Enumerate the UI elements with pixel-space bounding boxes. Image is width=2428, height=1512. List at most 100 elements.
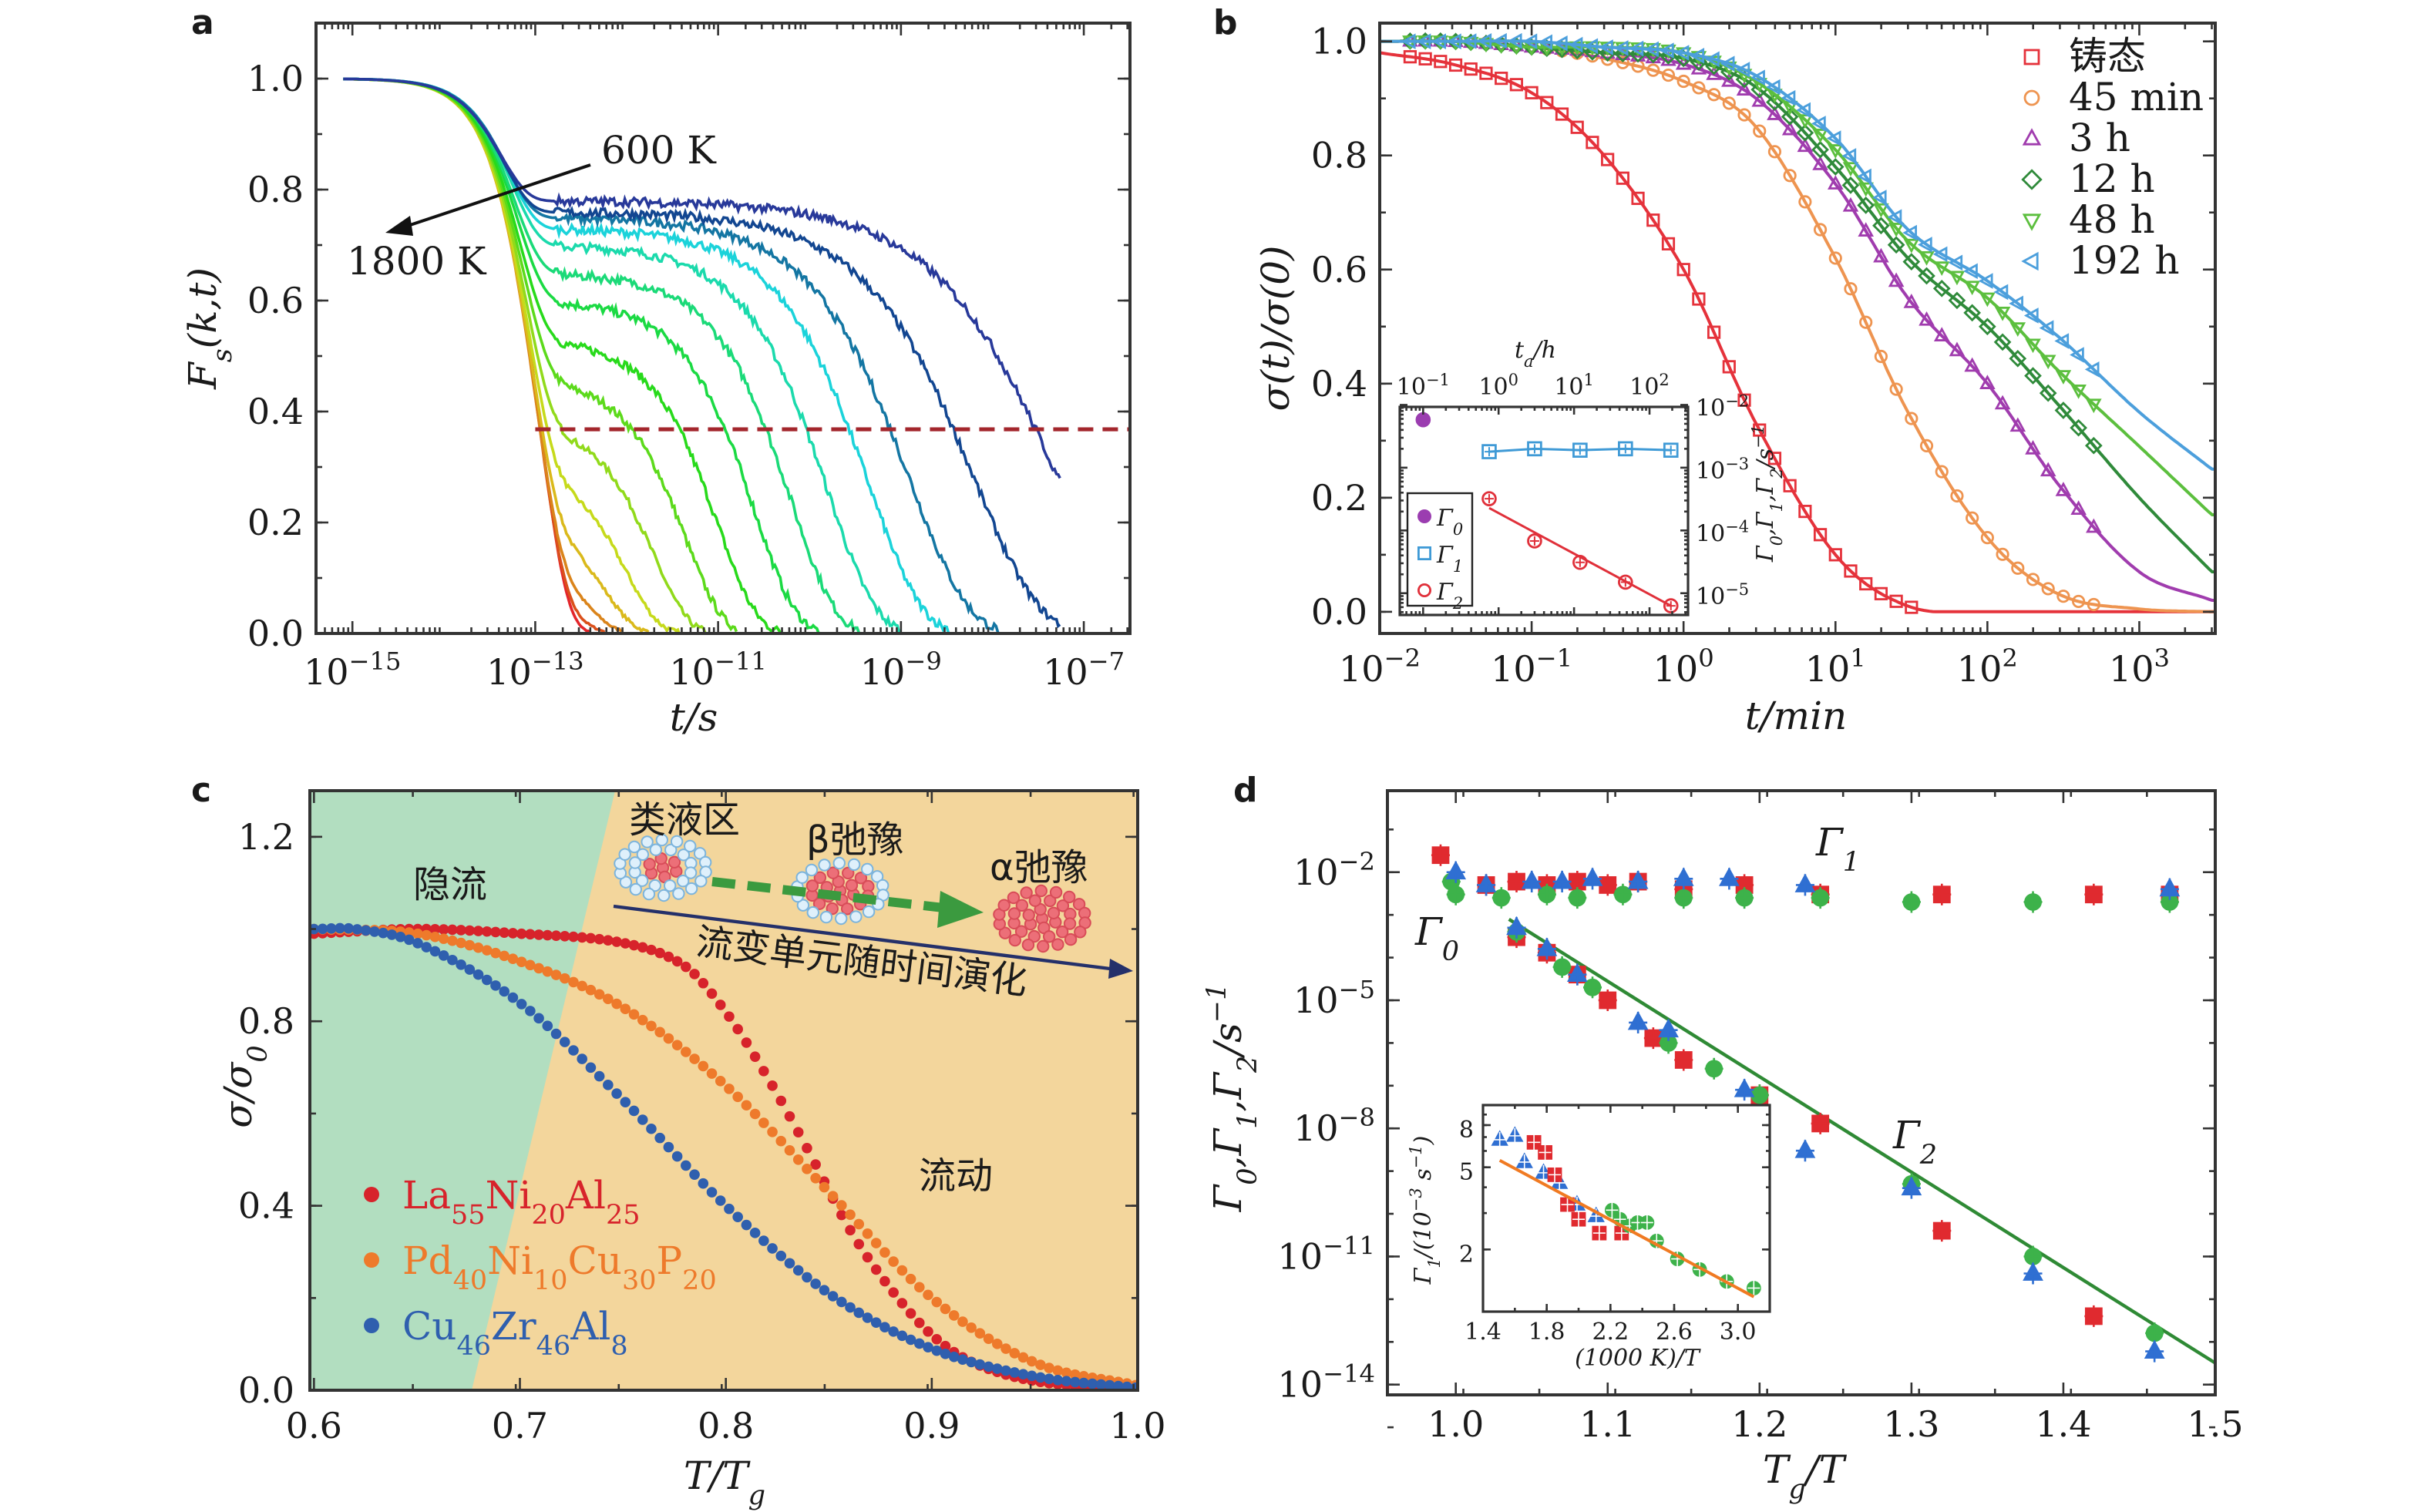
data-point xyxy=(1858,182,1874,197)
text-span: 0.0 xyxy=(238,1369,294,1411)
data-point xyxy=(1569,41,1586,56)
text-span: −3 xyxy=(1407,1188,1425,1211)
data-point xyxy=(654,1132,665,1144)
particle xyxy=(1034,884,1048,898)
data-point xyxy=(914,1338,925,1349)
data-point xyxy=(550,969,562,980)
text-span: 0 xyxy=(1442,936,1459,967)
data-point xyxy=(689,969,700,979)
y-axis-label: Γ0,Γ1,Γ2/s−1 xyxy=(1202,983,1263,1213)
x-axis-label: t/s xyxy=(670,695,718,740)
plot-area xyxy=(310,833,1138,1390)
data-point xyxy=(1873,203,1889,218)
data-point xyxy=(983,1361,994,1373)
data-point xyxy=(1826,158,1845,176)
data-point xyxy=(533,929,544,940)
data-point xyxy=(1720,55,1735,72)
inset-fit-line xyxy=(1498,1158,1755,1299)
data-point xyxy=(577,932,587,943)
data-point xyxy=(905,1273,916,1285)
data-point xyxy=(681,961,691,973)
inset-point xyxy=(1618,574,1633,590)
data-point xyxy=(2009,295,2023,312)
particle xyxy=(835,912,848,926)
data-point xyxy=(715,1195,726,1206)
data-point xyxy=(749,1228,761,1238)
data-point xyxy=(1707,325,1721,339)
text-span: 3 h xyxy=(2069,116,2130,160)
text-span: 10 xyxy=(1696,458,1725,485)
particle xyxy=(1044,894,1057,908)
text-span: 25 xyxy=(606,1200,641,1231)
data-point xyxy=(689,1053,700,1064)
data-point xyxy=(836,1209,847,1221)
text-span: −14 xyxy=(1323,1359,1375,1389)
data-point xyxy=(940,1340,951,1352)
data-point xyxy=(481,974,493,986)
data-point xyxy=(2084,361,2100,378)
data-point xyxy=(888,1256,899,1267)
text-span: β弛豫 xyxy=(806,818,904,862)
text-span: 5 xyxy=(1459,1159,1474,1186)
data-point xyxy=(447,954,458,966)
data-point xyxy=(957,1354,968,1366)
particle xyxy=(870,870,884,883)
error-bar xyxy=(2084,883,2103,906)
data-point xyxy=(1844,564,1858,578)
data-point xyxy=(1052,1375,1064,1386)
data-point xyxy=(1811,116,1826,132)
x-tick-label: 0.9 xyxy=(903,1405,960,1446)
flow-unit-cluster-3 xyxy=(993,884,1091,953)
error-bar xyxy=(1529,536,1539,546)
text-span: 1.8 xyxy=(1528,1319,1565,1346)
data-point xyxy=(767,1080,778,1091)
data-point xyxy=(2054,333,2070,349)
data-point xyxy=(1721,72,1737,87)
text-span: 0.7 xyxy=(492,1405,548,1446)
particle xyxy=(657,889,671,902)
error-bar xyxy=(1629,1011,1648,1033)
error-bar xyxy=(1493,1131,1506,1147)
particle xyxy=(693,847,707,860)
error-bar xyxy=(2023,1262,2043,1285)
data-point xyxy=(853,1238,865,1250)
data-point xyxy=(1812,156,1828,170)
text-span: 2 xyxy=(1919,1140,1937,1171)
plot-frame xyxy=(1398,405,1690,617)
x-tick-label: 10−2 xyxy=(1339,643,1421,690)
error-bar xyxy=(1795,1140,1814,1162)
data-point xyxy=(317,923,328,935)
data-point xyxy=(429,946,441,957)
inset-legend-marker xyxy=(1417,546,1432,561)
data-point xyxy=(2011,561,2025,575)
plot-area xyxy=(1431,844,2215,1365)
legend-label: Pd40Ni10Cu30P20 xyxy=(402,1238,717,1296)
data-point xyxy=(819,1285,830,1295)
text-span: a xyxy=(1524,352,1534,371)
error-bar xyxy=(1575,445,1585,455)
data-point xyxy=(2039,384,2057,402)
x-tick-label: 2.2 xyxy=(1592,1319,1629,1346)
data-point xyxy=(637,1114,648,1125)
error-bar xyxy=(1583,868,1602,890)
data-point xyxy=(2040,462,2056,477)
data-point xyxy=(2084,436,2103,455)
data-point xyxy=(1935,465,1949,479)
data-point xyxy=(335,922,345,934)
data-point xyxy=(1963,263,1978,280)
text-span: 2 xyxy=(1459,1241,1474,1268)
data-point xyxy=(845,1302,856,1313)
data-point xyxy=(1069,1376,1081,1388)
particle xyxy=(862,905,876,919)
error-bar xyxy=(1902,1177,1921,1199)
data-point xyxy=(490,926,501,938)
inset-point xyxy=(1415,412,1431,428)
data-point xyxy=(1044,1362,1054,1373)
annotation-600K: 600 K xyxy=(601,128,717,173)
text-span: 隐流 xyxy=(413,863,487,906)
data-point xyxy=(1841,148,1857,164)
data-point xyxy=(966,1356,977,1368)
text-span: 流动 xyxy=(919,1154,993,1198)
data-point xyxy=(378,927,388,939)
